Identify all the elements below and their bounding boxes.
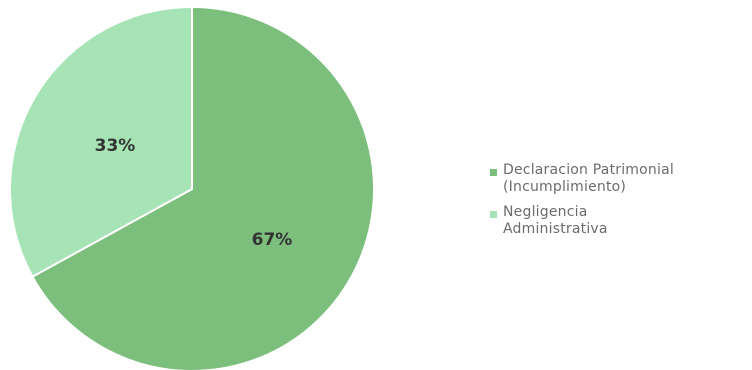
pie-slice-1 [9, 5, 193, 279]
legend-swatch-declaracion-patrimonial [490, 169, 497, 176]
legend-label-negligencia-line2: Administrativa [503, 221, 608, 237]
legend-swatch-negligencia-administrativa [490, 211, 497, 218]
legend-item-negligencia-administrativa: Negligencia Administrativa [490, 204, 750, 238]
legend-label-declaracion-line2: (Incumplimiento) [503, 179, 627, 195]
slice-label-1: 33% [95, 136, 136, 156]
slice-label-0: 67% [252, 230, 293, 250]
pie-slice-0 [31, 5, 375, 370]
legend-label-declaracion-line1: Declaracion Patrimonial [503, 162, 674, 178]
legend-label-negligencia-line1: Negligencia [503, 204, 588, 220]
legend: Declaracion Patrimonial (Incumplimiento)… [490, 162, 750, 246]
legend-item-declaracion-patrimonial: Declaracion Patrimonial (Incumplimiento) [490, 162, 750, 196]
